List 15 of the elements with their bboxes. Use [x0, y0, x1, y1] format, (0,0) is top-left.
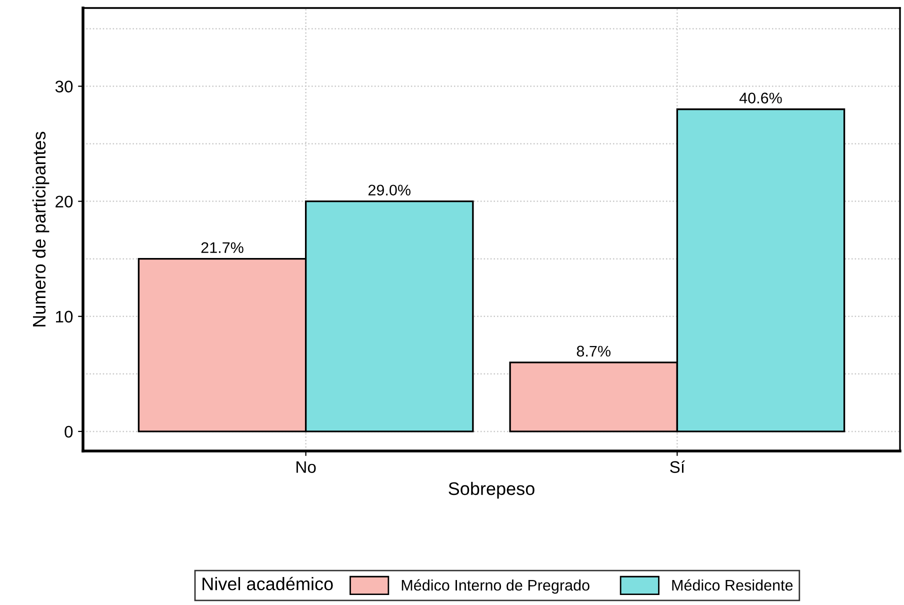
- legend-title: Nivel académico: [202, 576, 333, 590]
- y-tick-label: 10: [56, 310, 73, 323]
- annotation: 21.7%: [201, 242, 244, 253]
- annotation: 40.6%: [739, 92, 782, 104]
- y-tick-label: 0: [64, 426, 73, 438]
- annotation: 29.0%: [368, 184, 410, 196]
- y-axis-title: Numero de participantes: [32, 132, 50, 326]
- y-tick-label: 20: [56, 196, 73, 208]
- x-axis-title: Sobrepeso: [448, 482, 534, 499]
- legend-label: Médico Interno de Pregrado: [402, 579, 590, 594]
- x-tick-label: Sí: [670, 460, 685, 473]
- x-tick-label: No: [296, 461, 316, 473]
- legend-label: Médico Residente: [672, 579, 793, 591]
- annotation: 8.7%: [576, 346, 610, 357]
- y-tick-label: 30: [55, 80, 73, 92]
